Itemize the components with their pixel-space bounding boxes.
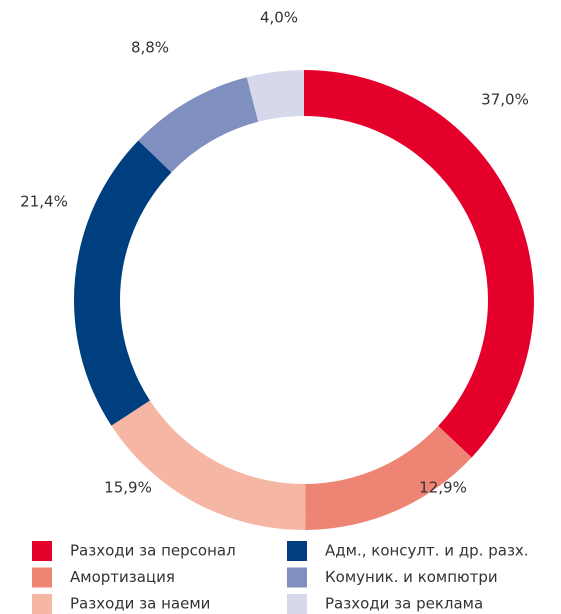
legend-swatch <box>287 594 307 614</box>
donut-segment <box>246 70 304 122</box>
legend-swatch <box>287 567 307 588</box>
donut-segment <box>138 77 259 173</box>
donut-segment <box>74 140 172 426</box>
data-label: 15,9% <box>104 479 152 497</box>
legend-swatch <box>32 541 52 561</box>
legend-label: Разходи за наеми <box>70 595 210 613</box>
legend-label: Адм., консулт. и др. разх. <box>325 542 529 560</box>
legend-label: Разходи за персонал <box>70 542 236 560</box>
data-label: 4,0% <box>260 9 298 27</box>
legend-label: Амортизация <box>70 568 175 586</box>
data-label: 8,8% <box>131 39 169 57</box>
legend-swatch <box>32 594 52 614</box>
data-label: 37,0% <box>481 91 529 109</box>
data-label: 21,4% <box>20 193 68 211</box>
donut-segment <box>111 400 306 530</box>
legend-swatch <box>287 541 307 561</box>
donut-segment <box>304 70 534 458</box>
legend-label: Комуник. и компютри <box>325 568 498 586</box>
legend-label: Разходи за реклама <box>325 595 483 613</box>
data-label: 12,9% <box>419 479 467 497</box>
legend-swatch <box>32 567 52 588</box>
donut-segment <box>305 425 472 530</box>
